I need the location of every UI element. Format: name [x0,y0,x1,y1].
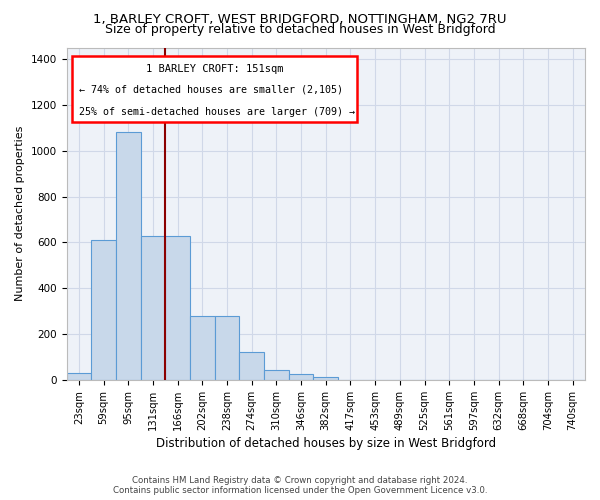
X-axis label: Distribution of detached houses by size in West Bridgford: Distribution of detached houses by size … [156,437,496,450]
Bar [91,240,116,380]
FancyBboxPatch shape [72,56,357,122]
Bar [116,132,140,380]
Bar [313,376,338,380]
Bar [264,370,289,380]
Bar [165,236,190,380]
Text: Size of property relative to detached houses in West Bridgford: Size of property relative to detached ho… [104,22,496,36]
Bar [239,352,264,380]
Bar [215,316,239,380]
Bar [190,316,215,380]
Text: 25% of semi-detached houses are larger (709) →: 25% of semi-detached houses are larger (… [79,108,355,118]
Bar [140,236,165,380]
Bar [67,373,91,380]
Bar [289,374,313,380]
Text: ← 74% of detached houses are smaller (2,105): ← 74% of detached houses are smaller (2,… [79,84,343,94]
Y-axis label: Number of detached properties: Number of detached properties [15,126,25,302]
Text: Contains HM Land Registry data © Crown copyright and database right 2024.
Contai: Contains HM Land Registry data © Crown c… [113,476,487,495]
Text: 1 BARLEY CROFT: 151sqm: 1 BARLEY CROFT: 151sqm [146,64,283,74]
Text: 1, BARLEY CROFT, WEST BRIDGFORD, NOTTINGHAM, NG2 7RU: 1, BARLEY CROFT, WEST BRIDGFORD, NOTTING… [93,12,507,26]
